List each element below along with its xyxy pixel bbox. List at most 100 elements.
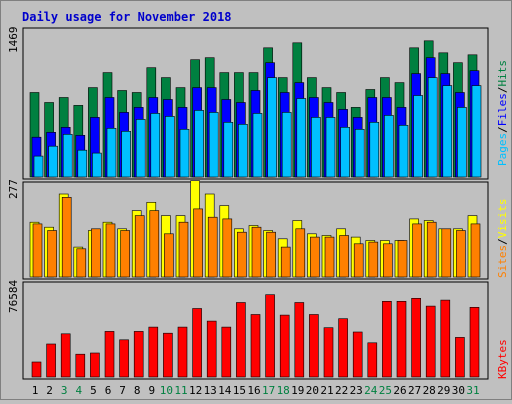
pages-bar-day-10 — [165, 116, 175, 178]
kbytes-bar-day-17 — [265, 294, 275, 378]
legend-pages: Pages — [496, 133, 509, 166]
kbytes-bar-day-5 — [90, 352, 100, 378]
pages-bar-day-14 — [223, 122, 234, 178]
pages-bar-day-7 — [121, 131, 131, 178]
kbytes-bar-day-7 — [119, 339, 129, 378]
kbytes-bar-day-10 — [163, 332, 173, 378]
pages-bar-day-19 — [296, 98, 307, 178]
kbytes-bar-day-20 — [309, 314, 319, 378]
sites-bar-day-15 — [237, 231, 247, 278]
x-tick-label-day-17: 17 — [262, 384, 275, 397]
kbytes-bar-day-19 — [294, 302, 305, 378]
kbytes-bar-day-29 — [440, 299, 451, 378]
sites-bar-day-19 — [295, 228, 306, 278]
sites-bar-day-28 — [426, 221, 437, 278]
pages-bar-day-22 — [340, 127, 350, 178]
kbytes-bar-day-28 — [425, 305, 436, 378]
x-tick-label-day-5: 5 — [90, 384, 97, 397]
sites-bar-day-3 — [61, 197, 72, 278]
x-tick-label-day-20: 20 — [306, 384, 319, 397]
pages-bar-day-20 — [311, 117, 321, 178]
kbytes-bar-day-6 — [104, 331, 115, 378]
x-tick-label-day-6: 6 — [105, 384, 112, 397]
kbytes-bar-day-13 — [206, 320, 217, 378]
pages-bar-day-9 — [150, 113, 161, 178]
x-tick-label-day-29: 29 — [437, 384, 450, 397]
legend-files: Files — [496, 93, 509, 126]
legend-sep-3: / — [496, 238, 509, 245]
sites-bar-day-10 — [164, 233, 174, 278]
kbytes-bar-day-30 — [455, 337, 465, 378]
x-tick-label-day-31: 31 — [466, 384, 479, 397]
visits-ymax-label: 277 — [7, 179, 20, 199]
pages-bar-day-11 — [179, 129, 190, 178]
pages-bar-day-15 — [238, 124, 248, 178]
pages-bar-day-21 — [325, 117, 336, 178]
x-tick-label-day-22: 22 — [335, 384, 348, 397]
x-tick-label-day-3: 3 — [61, 384, 68, 397]
sites-bar-day-25 — [383, 243, 393, 278]
legend-visits-label: Visits — [496, 199, 509, 239]
x-tick-label-day-12: 12 — [189, 384, 202, 397]
pages-bar-day-25 — [384, 115, 394, 178]
sites-bar-day-13 — [207, 216, 218, 278]
legend-kbytes: KBytes — [496, 339, 509, 379]
sites-bar-day-30 — [456, 230, 466, 278]
x-tick-label-day-9: 9 — [148, 384, 155, 397]
x-tick-label-day-21: 21 — [320, 384, 333, 397]
x-tick-label-day-23: 23 — [350, 384, 363, 397]
x-axis-labels: 1 2 3 4 5 6 7 8 9 10 11 12 13 14 15 16 17 18 19 20 21 22 23 24 2… — [32, 384, 480, 397]
sites-bar-day-6 — [105, 223, 116, 278]
x-tick-label-day-28: 28 — [423, 384, 436, 397]
sites-bar-day-12 — [193, 208, 203, 278]
sites-bar-day-16 — [251, 226, 262, 278]
kbytes-bar-day-26 — [396, 300, 407, 378]
kbytes-bar-day-18 — [279, 314, 290, 378]
pages-bar-day-18 — [281, 112, 292, 178]
kbytes-bar-day-23 — [352, 331, 363, 378]
pages-bar-day-6 — [106, 128, 117, 178]
kbytes-bar-day-2 — [46, 343, 56, 378]
kbytes-bar-day-3 — [60, 333, 71, 378]
sites-bar-day-9 — [149, 210, 160, 278]
pages-bar-day-23 — [354, 129, 365, 178]
sites-bar-day-29 — [441, 228, 452, 278]
kbytes-bar-day-15 — [236, 302, 246, 378]
kbytes-bar-day-12 — [192, 308, 202, 378]
sites-bar-day-23 — [353, 243, 364, 278]
x-tick-label-day-13: 13 — [204, 384, 217, 397]
kbytes-bar-day-8 — [133, 331, 144, 378]
x-tick-label-day-19: 19 — [291, 384, 304, 397]
x-tick-label-day-14: 14 — [218, 384, 232, 397]
pages-bar-day-16 — [252, 113, 263, 178]
pages-bar-day-24 — [369, 122, 380, 178]
legend-sep-2: / — [496, 87, 509, 94]
sites-bar-day-18 — [280, 246, 291, 278]
x-tick-label-day-8: 8 — [134, 384, 141, 397]
kbytes-ymax-label: 76584 — [7, 280, 20, 313]
pages-bar-day-31 — [471, 85, 482, 178]
sites-bar-day-31 — [470, 223, 481, 278]
kbytes-bar-day-21 — [323, 327, 334, 378]
pages-bar-day-30 — [457, 107, 467, 178]
pages-bar-day-13 — [208, 112, 219, 178]
kbytes-bar-day-27 — [411, 297, 421, 378]
pages-bar-day-2 — [48, 145, 58, 178]
x-tick-label-day-10: 10 — [160, 384, 173, 397]
legend-usage: Pages/Files/Hits — [496, 60, 509, 166]
pages-bar-day-28 — [427, 77, 438, 178]
kbytes-bar-day-22 — [338, 318, 348, 378]
pages-bar-day-1 — [33, 155, 44, 178]
x-tick-label-day-26: 26 — [393, 384, 406, 397]
chart-title: Daily usage for November 2018 — [22, 10, 232, 24]
pages-bar-day-12 — [194, 110, 204, 178]
sites-bar-day-2 — [47, 230, 57, 278]
pages-bar-day-4 — [77, 149, 88, 178]
kbytes-bar-day-9 — [148, 326, 159, 378]
kbytes-bar-day-4 — [75, 353, 86, 378]
sites-bar-day-7 — [120, 230, 130, 278]
x-tick-label-day-11: 11 — [174, 384, 187, 397]
sites-bar-day-24 — [368, 241, 379, 278]
